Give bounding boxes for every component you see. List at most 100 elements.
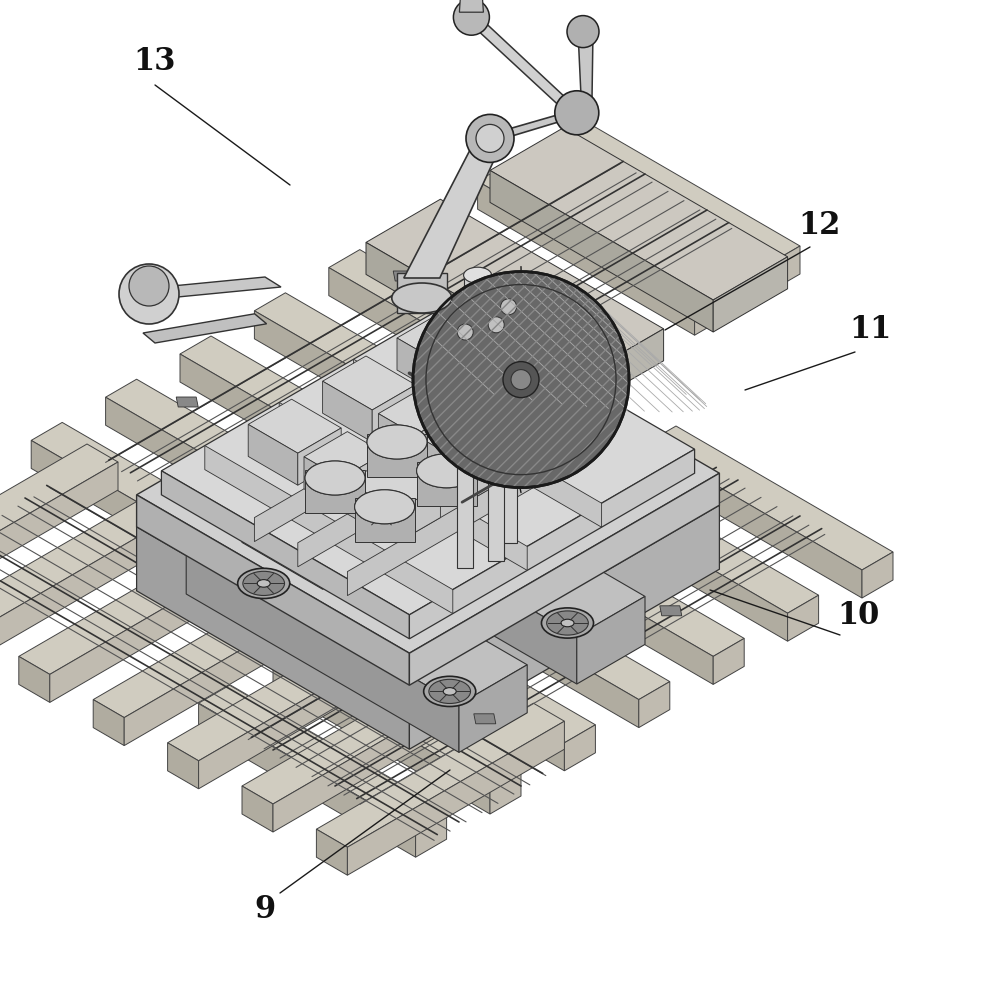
Ellipse shape xyxy=(355,490,414,524)
Polygon shape xyxy=(397,469,447,546)
Ellipse shape xyxy=(257,580,270,587)
Ellipse shape xyxy=(443,688,457,695)
Polygon shape xyxy=(501,319,517,543)
Polygon shape xyxy=(416,462,476,506)
Polygon shape xyxy=(93,700,124,746)
Polygon shape xyxy=(176,397,198,407)
Polygon shape xyxy=(316,422,447,498)
Polygon shape xyxy=(242,466,372,541)
Ellipse shape xyxy=(429,679,470,703)
Polygon shape xyxy=(645,426,893,570)
Polygon shape xyxy=(106,379,354,523)
Polygon shape xyxy=(323,512,372,589)
Polygon shape xyxy=(298,399,546,567)
Ellipse shape xyxy=(392,283,452,313)
Polygon shape xyxy=(348,599,595,743)
Polygon shape xyxy=(576,596,645,684)
Polygon shape xyxy=(348,457,440,511)
Polygon shape xyxy=(136,347,720,685)
Text: 9: 9 xyxy=(254,894,276,926)
Polygon shape xyxy=(31,422,279,566)
Polygon shape xyxy=(621,332,651,378)
Polygon shape xyxy=(490,127,788,300)
Ellipse shape xyxy=(464,267,492,283)
Polygon shape xyxy=(490,170,713,332)
Polygon shape xyxy=(862,552,893,598)
Circle shape xyxy=(567,16,599,48)
Polygon shape xyxy=(447,342,490,399)
Polygon shape xyxy=(143,314,266,343)
Ellipse shape xyxy=(439,296,466,312)
Polygon shape xyxy=(136,495,409,685)
Polygon shape xyxy=(242,786,273,832)
Text: 10: 10 xyxy=(837,599,879,631)
Polygon shape xyxy=(571,469,819,613)
Ellipse shape xyxy=(464,387,492,403)
Polygon shape xyxy=(50,548,267,702)
Polygon shape xyxy=(254,374,503,542)
Polygon shape xyxy=(93,574,341,718)
Polygon shape xyxy=(546,376,576,422)
Ellipse shape xyxy=(355,500,408,530)
Circle shape xyxy=(476,124,504,152)
Polygon shape xyxy=(453,345,533,392)
Polygon shape xyxy=(161,471,409,639)
Ellipse shape xyxy=(561,619,574,627)
Polygon shape xyxy=(397,486,440,543)
Polygon shape xyxy=(589,329,664,404)
Polygon shape xyxy=(106,397,323,551)
Ellipse shape xyxy=(305,461,365,495)
Polygon shape xyxy=(458,344,473,568)
Polygon shape xyxy=(273,642,521,786)
Polygon shape xyxy=(378,414,415,467)
Ellipse shape xyxy=(501,315,517,323)
Ellipse shape xyxy=(367,425,427,459)
Polygon shape xyxy=(348,428,595,596)
Circle shape xyxy=(466,114,514,162)
Polygon shape xyxy=(694,289,726,335)
Polygon shape xyxy=(168,743,198,789)
Polygon shape xyxy=(205,446,453,614)
Polygon shape xyxy=(496,512,744,656)
Polygon shape xyxy=(0,505,192,659)
Polygon shape xyxy=(409,505,720,749)
Polygon shape xyxy=(397,462,428,508)
Polygon shape xyxy=(488,337,504,561)
Polygon shape xyxy=(273,678,490,832)
Polygon shape xyxy=(0,444,118,588)
Polygon shape xyxy=(136,527,409,749)
Polygon shape xyxy=(198,635,415,789)
Ellipse shape xyxy=(547,611,588,635)
Polygon shape xyxy=(136,315,720,653)
Polygon shape xyxy=(348,617,565,771)
Polygon shape xyxy=(578,32,593,113)
Polygon shape xyxy=(397,273,447,313)
Polygon shape xyxy=(404,206,651,350)
Polygon shape xyxy=(323,381,372,442)
Polygon shape xyxy=(304,457,341,510)
Polygon shape xyxy=(304,478,576,684)
Polygon shape xyxy=(397,338,447,399)
Circle shape xyxy=(503,362,539,398)
Polygon shape xyxy=(19,530,267,674)
Polygon shape xyxy=(788,595,819,641)
Polygon shape xyxy=(505,336,526,346)
Polygon shape xyxy=(496,530,713,684)
Polygon shape xyxy=(565,725,595,771)
Polygon shape xyxy=(660,606,682,616)
Circle shape xyxy=(511,370,531,390)
Polygon shape xyxy=(248,548,279,594)
Polygon shape xyxy=(422,556,670,700)
Polygon shape xyxy=(304,432,385,478)
Ellipse shape xyxy=(519,285,547,301)
Polygon shape xyxy=(477,181,694,335)
Polygon shape xyxy=(348,721,565,875)
Polygon shape xyxy=(124,592,341,746)
Polygon shape xyxy=(453,370,490,424)
Polygon shape xyxy=(548,541,571,551)
Polygon shape xyxy=(248,424,298,485)
Polygon shape xyxy=(242,660,490,804)
Polygon shape xyxy=(288,462,309,472)
Polygon shape xyxy=(141,277,281,299)
Polygon shape xyxy=(409,449,694,639)
